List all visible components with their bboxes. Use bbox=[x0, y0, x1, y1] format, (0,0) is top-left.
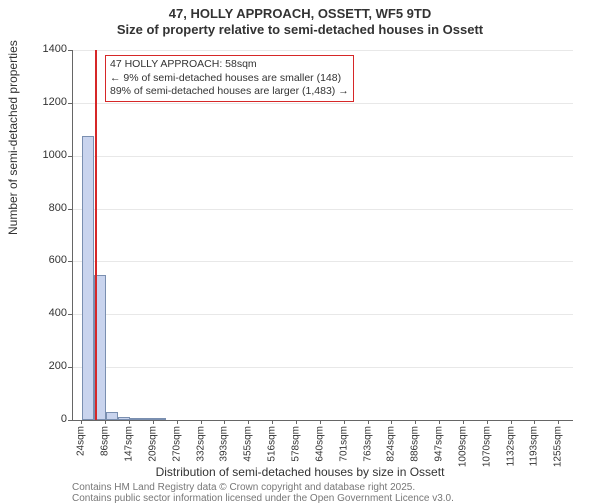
histogram-bar bbox=[130, 418, 142, 420]
footer-line1: Contains HM Land Registry data © Crown c… bbox=[72, 482, 415, 493]
x-tick-mark bbox=[487, 420, 488, 424]
x-tick-label: 578sqm bbox=[291, 426, 302, 462]
histogram-bar bbox=[106, 412, 118, 420]
x-tick-mark bbox=[439, 420, 440, 424]
histogram-bar bbox=[154, 418, 166, 420]
x-tick-mark bbox=[320, 420, 321, 424]
y-tick-label: 200 bbox=[27, 360, 67, 372]
annotation-line: 89% of semi-detached houses are larger (… bbox=[110, 85, 349, 99]
x-tick-mark bbox=[224, 420, 225, 424]
x-tick-label: 147sqm bbox=[123, 426, 134, 462]
gridline bbox=[73, 314, 573, 315]
gridline bbox=[73, 209, 573, 210]
annotation-line: ← 9% of semi-detached houses are smaller… bbox=[110, 72, 349, 86]
chart-container: 47, HOLLY APPROACH, OSSETT, WF5 9TD Size… bbox=[0, 0, 600, 500]
x-tick-mark bbox=[558, 420, 559, 424]
y-tick-mark bbox=[68, 50, 72, 51]
x-tick-mark bbox=[534, 420, 535, 424]
y-tick-mark bbox=[68, 103, 72, 104]
annotation-line: 47 HOLLY APPROACH: 58sqm bbox=[110, 58, 349, 72]
x-tick-mark bbox=[272, 420, 273, 424]
x-tick-label: 763sqm bbox=[362, 426, 373, 462]
y-tick-label: 400 bbox=[27, 307, 67, 319]
x-tick-label: 86sqm bbox=[100, 426, 111, 456]
y-tick-mark bbox=[68, 367, 72, 368]
y-axis-label: Number of semi-detached properties bbox=[6, 40, 20, 235]
x-tick-label: 1009sqm bbox=[458, 426, 469, 467]
histogram-bar bbox=[82, 136, 94, 420]
x-tick-label: 701sqm bbox=[338, 426, 349, 462]
x-tick-label: 24sqm bbox=[76, 426, 87, 456]
x-tick-label: 824sqm bbox=[386, 426, 397, 462]
x-tick-label: 640sqm bbox=[315, 426, 326, 462]
chart-title-line1: 47, HOLLY APPROACH, OSSETT, WF5 9TD bbox=[0, 6, 600, 21]
x-tick-mark bbox=[296, 420, 297, 424]
x-tick-mark bbox=[511, 420, 512, 424]
y-tick-mark bbox=[68, 314, 72, 315]
x-tick-mark bbox=[105, 420, 106, 424]
y-tick-label: 800 bbox=[27, 202, 67, 214]
gridline bbox=[73, 156, 573, 157]
y-tick-mark bbox=[68, 156, 72, 157]
gridline bbox=[73, 261, 573, 262]
x-tick-label: 947sqm bbox=[434, 426, 445, 462]
x-tick-mark bbox=[129, 420, 130, 424]
gridline bbox=[73, 103, 573, 104]
annotation-box: 47 HOLLY APPROACH: 58sqm← 9% of semi-det… bbox=[105, 55, 354, 102]
x-tick-mark bbox=[391, 420, 392, 424]
gridline bbox=[73, 50, 573, 51]
x-tick-label: 1193sqm bbox=[529, 426, 540, 466]
x-tick-mark bbox=[415, 420, 416, 424]
x-tick-mark bbox=[153, 420, 154, 424]
y-tick-label: 1400 bbox=[27, 43, 67, 55]
x-tick-label: 455sqm bbox=[243, 426, 254, 462]
x-tick-label: 1255sqm bbox=[553, 426, 564, 467]
plot-area: 47 HOLLY APPROACH: 58sqm← 9% of semi-det… bbox=[72, 50, 573, 421]
gridline bbox=[73, 367, 573, 368]
x-tick-mark bbox=[368, 420, 369, 424]
footer-line2: Contains public sector information licen… bbox=[72, 493, 454, 504]
y-tick-label: 1000 bbox=[27, 149, 67, 161]
x-tick-label: 1070sqm bbox=[481, 426, 492, 467]
x-tick-label: 516sqm bbox=[267, 426, 278, 462]
x-tick-mark bbox=[81, 420, 82, 424]
x-tick-mark bbox=[463, 420, 464, 424]
x-tick-label: 1132sqm bbox=[505, 426, 516, 466]
y-tick-mark bbox=[68, 261, 72, 262]
y-tick-label: 1200 bbox=[27, 96, 67, 108]
y-tick-label: 0 bbox=[27, 413, 67, 425]
x-tick-mark bbox=[248, 420, 249, 424]
x-tick-label: 332sqm bbox=[195, 426, 206, 462]
subject-marker-line bbox=[95, 50, 97, 420]
x-tick-label: 270sqm bbox=[171, 426, 182, 462]
chart-title-line2: Size of property relative to semi-detach… bbox=[0, 22, 600, 37]
x-tick-mark bbox=[201, 420, 202, 424]
y-tick-mark bbox=[68, 420, 72, 421]
y-tick-mark bbox=[68, 209, 72, 210]
x-tick-label: 886sqm bbox=[410, 426, 421, 462]
x-tick-mark bbox=[177, 420, 178, 424]
x-tick-label: 393sqm bbox=[219, 426, 230, 462]
x-tick-mark bbox=[344, 420, 345, 424]
x-axis-label: Distribution of semi-detached houses by … bbox=[0, 465, 600, 479]
x-tick-label: 209sqm bbox=[148, 426, 159, 462]
y-tick-label: 600 bbox=[27, 254, 67, 266]
